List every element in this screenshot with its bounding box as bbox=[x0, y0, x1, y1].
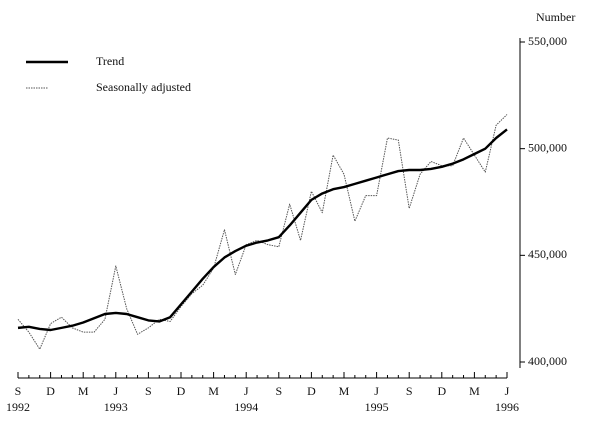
x-tick-label: D bbox=[177, 384, 186, 398]
x-year-label: 1992 bbox=[6, 400, 30, 414]
legend-label: Trend bbox=[96, 54, 124, 68]
y-tick-label: 450,000 bbox=[528, 247, 567, 261]
y-tick-label: 550,000 bbox=[528, 34, 567, 48]
legend-label: Seasonally adjusted bbox=[96, 80, 191, 94]
x-tick-label: D bbox=[437, 384, 446, 398]
y-tick-label: 500,000 bbox=[528, 140, 567, 154]
x-tick-label: S bbox=[275, 384, 282, 398]
x-tick-label: S bbox=[15, 384, 22, 398]
x-tick-label: M bbox=[78, 384, 89, 398]
x-tick-label: M bbox=[339, 384, 350, 398]
x-tick-label: J bbox=[374, 384, 379, 398]
x-tick-label: D bbox=[46, 384, 55, 398]
y-tick-label: 400,000 bbox=[528, 354, 567, 368]
x-tick-label: M bbox=[208, 384, 219, 398]
x-tick-label: D bbox=[307, 384, 316, 398]
x-tick-label: J bbox=[244, 384, 249, 398]
x-tick-label: M bbox=[469, 384, 480, 398]
x-tick-label: J bbox=[113, 384, 118, 398]
series-line bbox=[17, 114, 508, 350]
x-tick-label: J bbox=[505, 384, 510, 398]
x-tick-label: S bbox=[145, 384, 152, 398]
x-year-label: 1995 bbox=[365, 400, 389, 414]
x-year-label: 1996 bbox=[495, 400, 519, 414]
x-year-label: 1994 bbox=[234, 400, 258, 414]
x-year-label: 1993 bbox=[104, 400, 128, 414]
x-tick-label: S bbox=[406, 384, 413, 398]
y-axis-title: Number bbox=[536, 10, 575, 24]
series-line bbox=[17, 128, 508, 332]
